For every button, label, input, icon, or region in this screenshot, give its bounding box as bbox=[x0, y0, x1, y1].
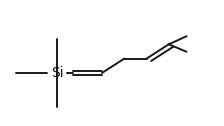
Text: Si: Si bbox=[51, 66, 64, 80]
